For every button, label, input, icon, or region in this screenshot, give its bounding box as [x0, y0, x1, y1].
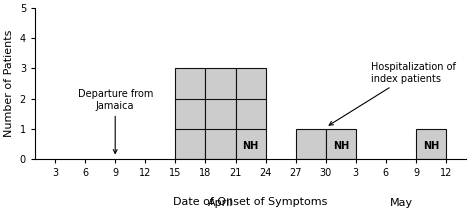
Text: Hospitalization of
index patients: Hospitalization of index patients [329, 62, 456, 125]
X-axis label: Date of Onset of Symptoms: Date of Onset of Symptoms [173, 197, 328, 207]
Bar [205, 68, 236, 159]
Bar [326, 129, 356, 159]
Bar [416, 129, 446, 159]
Bar [236, 68, 265, 159]
Text: NH: NH [242, 141, 259, 151]
Bar [175, 68, 205, 159]
Text: Departure from
Jamaica: Departure from Jamaica [78, 89, 153, 153]
Text: NH: NH [423, 141, 439, 151]
Bar [296, 129, 326, 159]
Text: NH: NH [333, 141, 349, 151]
Y-axis label: Number of Patients: Number of Patients [4, 30, 14, 137]
Text: May: May [389, 198, 412, 208]
Text: April: April [208, 198, 233, 208]
